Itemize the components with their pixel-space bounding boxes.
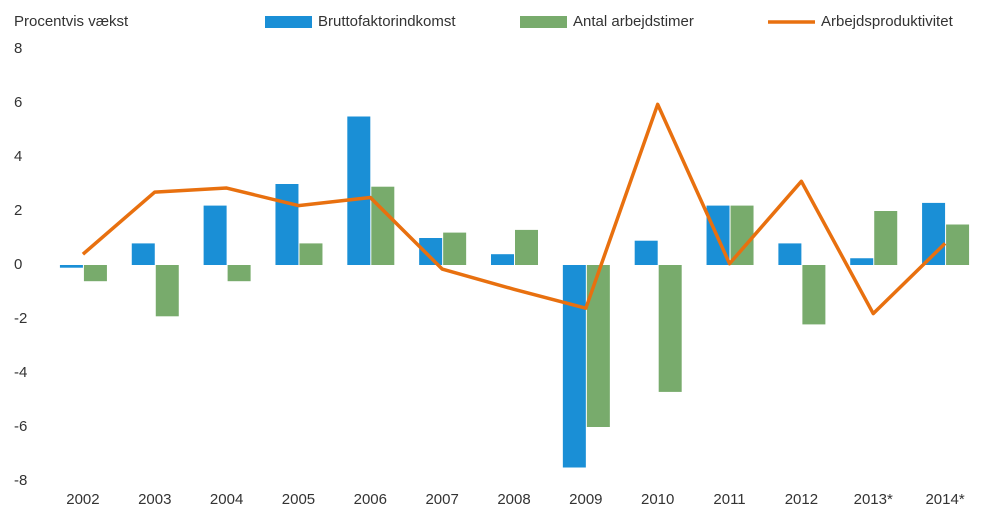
legend-swatch <box>520 16 567 28</box>
x-tick-label: 2003 <box>138 491 171 508</box>
y-tick-label: 6 <box>14 94 22 111</box>
x-tick-label: 2008 <box>497 491 530 508</box>
x-tick-label: 2009 <box>569 491 602 508</box>
x-tick-label: 2012 <box>785 491 818 508</box>
bar <box>443 232 467 265</box>
bar <box>874 211 898 265</box>
y-tick-label: 2 <box>14 202 22 219</box>
legend-label: Antal arbejdstimer <box>573 13 694 30</box>
legend-swatch <box>265 16 312 28</box>
x-tick-label: 2004 <box>210 491 243 508</box>
x-tick-label: 2013* <box>854 491 893 508</box>
bar <box>299 243 323 265</box>
bar <box>155 265 179 317</box>
bar <box>59 265 83 268</box>
bar <box>371 186 395 265</box>
bar <box>586 265 610 427</box>
bar <box>347 116 371 265</box>
bar <box>850 258 874 265</box>
y-tick-label: -2 <box>14 310 27 327</box>
y-tick-label: -4 <box>14 364 27 381</box>
x-tick-label: 2002 <box>66 491 99 508</box>
x-tick-label: 2011 <box>713 491 745 508</box>
bar <box>131 243 155 265</box>
legend-label: Arbejdsproduktivitet <box>821 13 954 30</box>
x-tick-label: 2010 <box>641 491 674 508</box>
bar <box>658 265 682 392</box>
bar <box>275 184 299 265</box>
bar <box>946 224 970 265</box>
bar <box>515 229 538 265</box>
bar <box>802 265 826 325</box>
line <box>81 102 947 316</box>
bar <box>227 265 251 282</box>
bar <box>562 265 586 468</box>
bar <box>491 254 514 265</box>
bar <box>419 238 443 265</box>
bar <box>634 240 658 265</box>
y-tick-label: -6 <box>14 418 27 435</box>
y-axis-label: Procentvis vækst <box>14 13 129 30</box>
x-tick-label: 2006 <box>354 491 387 508</box>
bar <box>730 205 754 265</box>
y-tick-label: 8 <box>14 40 22 57</box>
x-tick-label: 2014* <box>925 491 964 508</box>
legend-label: Bruttofaktorindkomst <box>318 13 456 30</box>
y-tick-label: 4 <box>14 148 22 165</box>
y-tick-label: -8 <box>14 472 27 489</box>
x-tick-label: 2007 <box>425 491 458 508</box>
bar <box>83 265 107 282</box>
x-tick-label: 2005 <box>282 491 315 508</box>
bar <box>203 205 227 265</box>
y-tick-label: 0 <box>14 256 22 273</box>
bar <box>778 243 802 265</box>
